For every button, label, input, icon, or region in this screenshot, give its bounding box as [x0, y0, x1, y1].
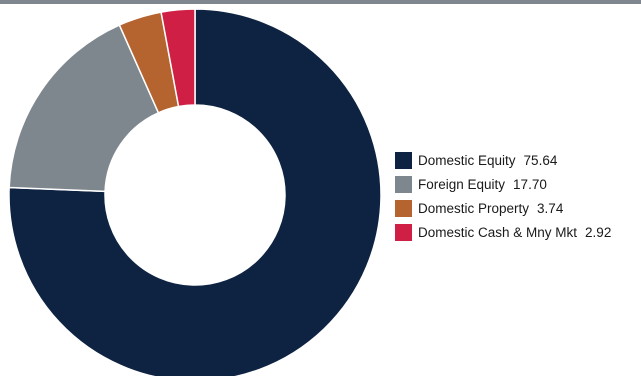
legend-item-domestic-property: Domestic Property 3.74 [395, 200, 611, 217]
legend-value-domestic-property: 3.74 [537, 201, 564, 216]
donut-slice-domestic-equity [8, 8, 382, 376]
legend-swatch-foreign-equity [395, 176, 412, 193]
donut-slice-foreign-equity [8, 24, 160, 193]
legend-swatch-domestic-cash [395, 224, 412, 241]
legend-value-domestic-cash: 2.92 [585, 225, 612, 240]
legend-value-domestic-equity: 75.64 [523, 153, 558, 168]
legend-label-domestic-property: Domestic Property [418, 201, 530, 216]
top-rule [0, 0, 641, 4]
legend-swatch-domestic-equity [395, 152, 412, 169]
legend-item-domestic-cash: Domestic Cash & Mny Mkt 2.92 [395, 224, 611, 241]
legend-value-foreign-equity: 17.70 [513, 177, 547, 192]
legend-label-foreign-equity: Foreign Equity [418, 177, 506, 192]
legend: Domestic Equity 75.64 Foreign Equity 17.70… [395, 152, 611, 241]
legend-item-foreign-equity: Foreign Equity 17.70 [395, 176, 611, 193]
legend-item-domestic-equity: Domestic Equity 75.64 [395, 152, 611, 169]
legend-swatch-domestic-property [395, 200, 412, 217]
donut-slice-domestic-cash [160, 8, 196, 108]
legend-label-domestic-equity: Domestic Equity [418, 153, 516, 168]
legend-label-domestic-cash: Domestic Cash & Mny Mkt [418, 225, 578, 240]
